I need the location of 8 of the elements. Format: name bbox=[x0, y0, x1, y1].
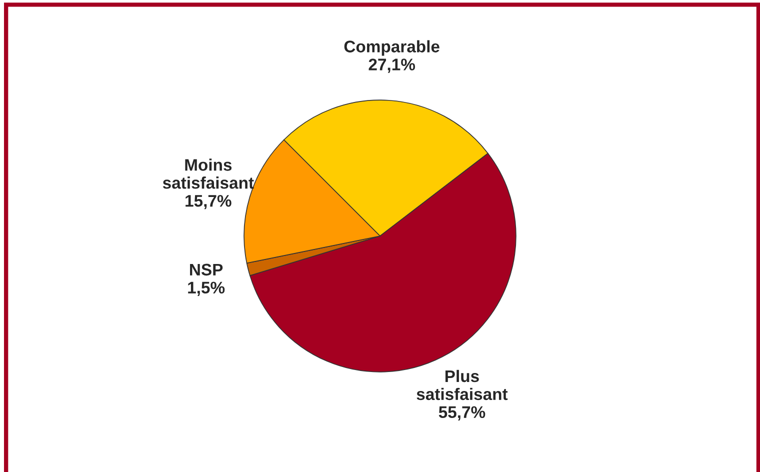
data-label: 15,7% bbox=[186, 194, 232, 210]
slice-label: Moins satisfaisant bbox=[162, 158, 254, 189]
slice-label: NSP bbox=[190, 264, 223, 276]
slice-label: Plus satisfaisant bbox=[416, 370, 508, 400]
data-label: 55,7% bbox=[438, 406, 486, 420]
slice-label: Comparable bbox=[344, 40, 440, 56]
data-label: 27,1% bbox=[368, 58, 416, 73]
data-label: 1,5% bbox=[188, 282, 225, 296]
